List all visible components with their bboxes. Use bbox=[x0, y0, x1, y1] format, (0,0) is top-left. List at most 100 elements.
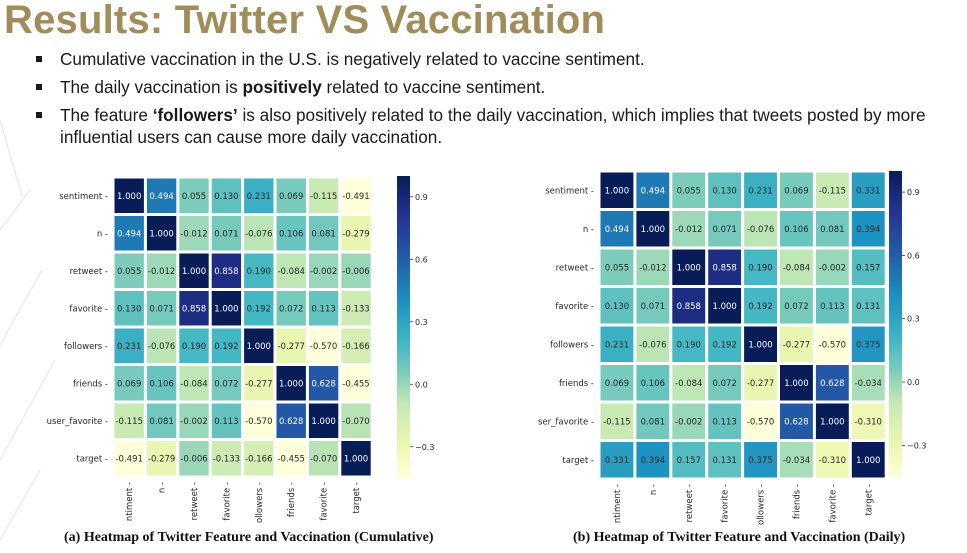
heatmap-cell bbox=[815, 211, 849, 247]
heatmap-cell bbox=[815, 442, 849, 478]
heatmap-cell bbox=[211, 403, 242, 438]
heatmap-cell bbox=[744, 403, 777, 439]
bullet-emphasis: ‘followers’ bbox=[152, 105, 238, 125]
heatmap-cell bbox=[780, 249, 813, 285]
heatmap-cell bbox=[744, 249, 777, 285]
colorbar bbox=[397, 176, 410, 478]
cell-value-label: 1.000 bbox=[214, 304, 238, 314]
heatmap-cell bbox=[744, 326, 777, 362]
cell-value-label: 0.071 bbox=[641, 302, 665, 312]
cell-value-label: 0.071 bbox=[214, 229, 238, 239]
heatmap-cell bbox=[672, 211, 706, 247]
heatmap-cell bbox=[636, 365, 670, 401]
heatmap-cell bbox=[146, 441, 177, 476]
cell-value-label: 0.106 bbox=[784, 225, 808, 235]
heatmap-cell bbox=[114, 328, 144, 363]
cell-value-label: 0.131 bbox=[712, 456, 736, 466]
heatmap-cell bbox=[341, 216, 371, 251]
heatmap-cell bbox=[244, 216, 274, 251]
heatmap-cell bbox=[636, 326, 670, 362]
cell-value-label: 0.331 bbox=[856, 186, 880, 196]
cell-value-label: -0.277 bbox=[277, 342, 304, 352]
heatmap-cell bbox=[211, 253, 242, 288]
cell-value-label: -0.277 bbox=[783, 340, 810, 350]
cell-value-label: 0.130 bbox=[712, 186, 736, 196]
cell-value-label: 1.000 bbox=[820, 417, 844, 427]
bullet-marker bbox=[36, 56, 42, 62]
cell-value-label: 1.000 bbox=[784, 379, 808, 389]
column-tick-label: favorite - bbox=[721, 484, 731, 523]
heatmap-cell bbox=[851, 403, 885, 439]
cell-value-label: -0.277 bbox=[245, 379, 272, 389]
heatmap-cell bbox=[636, 172, 670, 208]
heatmap-cell bbox=[276, 403, 306, 438]
cell-value-label: -0.491 bbox=[342, 192, 369, 202]
heatmap-cell bbox=[600, 442, 634, 478]
row-tick-label: favorite - bbox=[69, 304, 108, 314]
heatmap-cell bbox=[672, 403, 706, 439]
cell-value-label: -0.006 bbox=[342, 267, 369, 277]
cell-value-label: 0.071 bbox=[149, 304, 173, 314]
heatmap-cell bbox=[780, 172, 813, 208]
bullet-marker bbox=[36, 112, 42, 118]
cell-value-label: 0.055 bbox=[182, 192, 206, 202]
cell-value-label: -0.115 bbox=[819, 186, 846, 196]
heatmap-cell bbox=[114, 441, 144, 476]
cell-value-label: 0.192 bbox=[214, 342, 238, 352]
cell-value-label: -0.115 bbox=[603, 417, 630, 427]
heatmap-cell bbox=[815, 172, 849, 208]
cell-value-label: 0.231 bbox=[605, 340, 629, 350]
column-tick-label: friends - bbox=[792, 484, 802, 519]
cell-value-label: -0.070 bbox=[342, 417, 369, 427]
heatmap-cell bbox=[146, 366, 177, 401]
cell-value-label: 0.231 bbox=[117, 342, 141, 352]
cell-value-label: 0.131 bbox=[856, 302, 880, 312]
cell-value-label: 0.113 bbox=[214, 417, 238, 427]
cell-value-label: 0.628 bbox=[279, 417, 303, 427]
heatmap-cell bbox=[851, 442, 885, 478]
bullet-text: is also positively related to the daily … bbox=[60, 105, 926, 147]
caption-daily: (b) Heatmap of Twitter Feature and Vacci… bbox=[573, 530, 906, 545]
cell-value-label: 0.628 bbox=[784, 417, 808, 427]
heatmap-cell bbox=[308, 291, 339, 326]
heatmap-cell bbox=[600, 365, 634, 401]
heatmap-cell bbox=[341, 178, 371, 213]
colorbar-tick-label: 0.6 bbox=[907, 251, 920, 260]
row-tick-label: retweet - bbox=[70, 267, 108, 277]
heatmap-cell bbox=[308, 441, 339, 476]
heatmap-cell bbox=[114, 291, 144, 326]
heatmap-cell bbox=[341, 366, 371, 401]
heatmap-cell bbox=[708, 249, 742, 285]
cell-value-label: 0.106 bbox=[279, 229, 303, 239]
cell-value-label: 0.628 bbox=[311, 379, 335, 389]
heatmap-cell bbox=[179, 403, 209, 438]
cell-value-label: 0.494 bbox=[117, 229, 141, 239]
cell-value-label: 0.494 bbox=[641, 186, 665, 196]
heatmap-cell bbox=[114, 178, 144, 213]
cell-value-label: 0.130 bbox=[605, 302, 629, 312]
cell-value-label: -0.279 bbox=[148, 454, 175, 464]
cell-value-label: 0.394 bbox=[641, 456, 665, 466]
cell-value-label: 0.157 bbox=[856, 263, 880, 273]
heatmap-cell bbox=[146, 403, 177, 438]
heatmap-cell bbox=[672, 288, 706, 324]
heatmap-cell bbox=[672, 249, 706, 285]
cell-value-label: 0.081 bbox=[641, 417, 665, 427]
column-tick-label: target - bbox=[352, 482, 362, 514]
cell-value-label: 0.055 bbox=[605, 263, 629, 273]
cell-value-label: 1.000 bbox=[856, 456, 880, 466]
heatmap-cell bbox=[308, 403, 339, 438]
row-tick-label: followers - bbox=[64, 342, 108, 352]
cell-value-label: -0.012 bbox=[639, 263, 666, 273]
cell-value-label: 0.190 bbox=[247, 267, 271, 277]
cell-value-label: -0.076 bbox=[639, 340, 666, 350]
colorbar bbox=[889, 171, 902, 477]
cell-value-label: 0.375 bbox=[748, 456, 772, 466]
heatmap-cell bbox=[276, 253, 306, 288]
heatmap-cell bbox=[308, 178, 339, 213]
column-tick-label: n - bbox=[158, 482, 168, 493]
cell-value-label: -0.570 bbox=[747, 417, 774, 427]
heatmap-cell bbox=[244, 178, 274, 213]
row-tick-label: target - bbox=[76, 454, 108, 464]
